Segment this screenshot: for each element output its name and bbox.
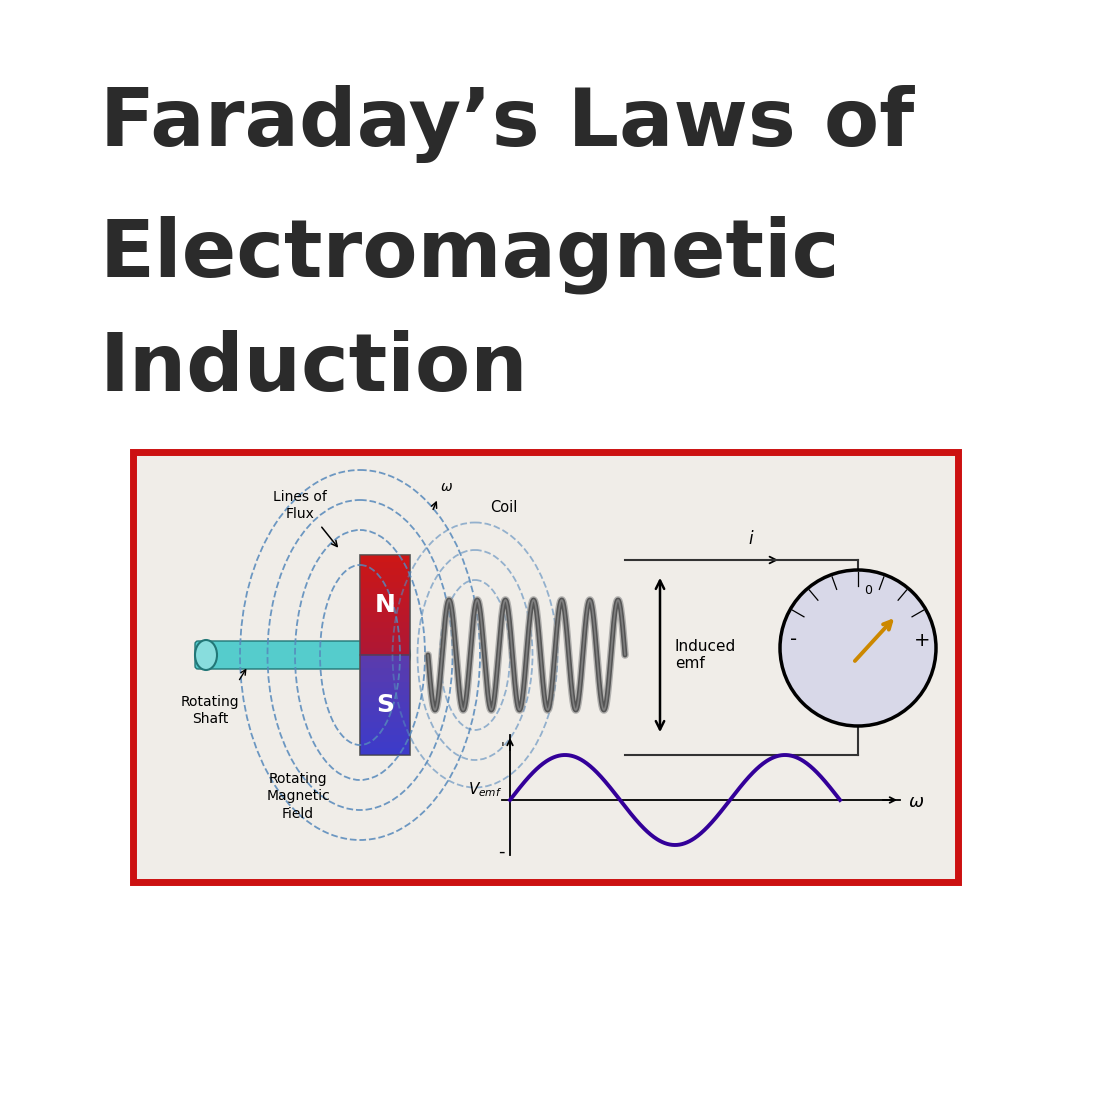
Bar: [360, 588, 410, 595]
Bar: [360, 568, 410, 575]
Bar: [360, 721, 410, 728]
Text: 0: 0: [864, 584, 872, 597]
Bar: [360, 575, 410, 582]
Bar: [360, 661, 410, 668]
Bar: [360, 622, 410, 628]
Bar: [360, 555, 410, 562]
Bar: [360, 728, 410, 735]
Bar: [360, 642, 410, 648]
Bar: [360, 602, 410, 608]
Bar: [360, 648, 410, 655]
Text: -: -: [498, 843, 505, 861]
Bar: [360, 615, 410, 622]
Text: $V_{emf}$: $V_{emf}$: [468, 781, 502, 799]
Ellipse shape: [195, 640, 217, 670]
Bar: [360, 748, 410, 755]
Text: N: N: [375, 593, 395, 617]
Bar: [360, 628, 410, 635]
Text: $\omega$: $\omega$: [908, 793, 924, 811]
Text: S: S: [376, 692, 394, 717]
Text: Rotating
Magnetic
Field: Rotating Magnetic Field: [266, 772, 330, 821]
Text: Lines of
Flux: Lines of Flux: [273, 490, 327, 521]
Bar: [360, 555, 410, 655]
Bar: [360, 635, 410, 642]
Text: Induction: Induction: [100, 330, 528, 408]
Bar: [360, 595, 410, 602]
Bar: [360, 562, 410, 568]
Text: Electromagnetic: Electromagnetic: [100, 215, 840, 294]
Bar: [360, 741, 410, 748]
Text: ': ': [502, 741, 505, 755]
Circle shape: [780, 570, 936, 726]
Text: Rotating
Shaft: Rotating Shaft: [180, 695, 240, 727]
Bar: [360, 675, 410, 681]
Text: Coil: Coil: [490, 501, 517, 515]
Text: Faraday’s Laws of: Faraday’s Laws of: [100, 85, 914, 163]
Bar: [360, 688, 410, 695]
Text: $\omega$: $\omega$: [440, 480, 453, 494]
Text: -: -: [791, 630, 798, 649]
Bar: [360, 668, 410, 675]
Bar: [360, 715, 410, 721]
Ellipse shape: [390, 642, 410, 669]
Bar: [360, 655, 410, 661]
Bar: [360, 608, 410, 615]
Bar: [360, 655, 410, 755]
Bar: [360, 681, 410, 688]
Bar: [360, 582, 410, 588]
FancyBboxPatch shape: [195, 642, 408, 669]
Bar: [360, 735, 410, 741]
Text: i: i: [749, 530, 754, 548]
Text: Induced
emf: Induced emf: [675, 639, 736, 671]
Bar: [360, 708, 410, 715]
Bar: [360, 701, 410, 708]
Text: +: +: [914, 630, 931, 649]
Bar: [360, 695, 410, 701]
FancyBboxPatch shape: [133, 452, 958, 882]
